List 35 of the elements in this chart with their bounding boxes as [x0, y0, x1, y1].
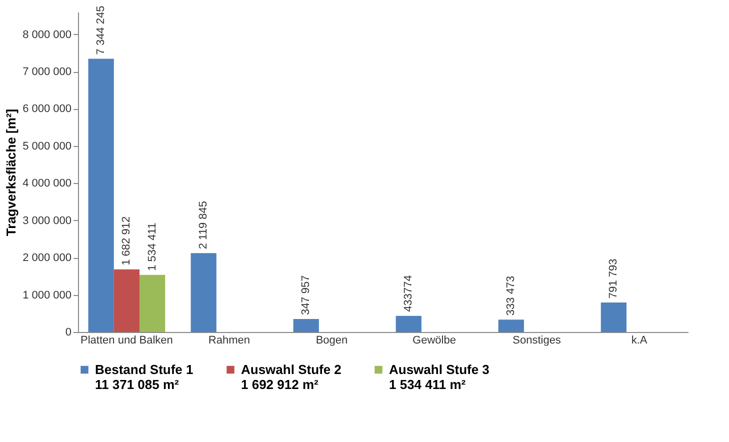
data-label: 791 793: [608, 258, 620, 299]
data-label: 1 534 411: [146, 222, 158, 271]
x-tick-label: Gewölbe: [412, 334, 456, 346]
y-axis-title: Tragverksfläche [m²]: [4, 108, 19, 236]
legend-label: Auswahl Stufe 2 1 692 912 m²: [241, 362, 342, 392]
bar: [293, 319, 319, 332]
legend-label: Auswahl Stufe 3 1 534 411 m²: [389, 362, 490, 392]
bar: [190, 253, 216, 332]
data-label: 2 119 845: [198, 200, 210, 250]
x-tick-label: k.A: [631, 334, 648, 346]
y-tick-label: 4 000 000: [22, 178, 72, 190]
bar: [140, 274, 166, 332]
y-tick-label: 6 000 000: [22, 103, 72, 116]
data-label: 433774: [402, 275, 415, 312]
y-tick-label: 7 000 000: [22, 66, 72, 78]
x-tick-label: Rahmen: [208, 334, 250, 346]
data-label: 1 682 912: [120, 216, 133, 266]
legend-label: Bestand Stufe 1 11 371 085 m²: [95, 362, 194, 392]
data-label: 7 344 245: [95, 6, 108, 55]
bar: [88, 58, 114, 332]
bar: [396, 316, 422, 332]
x-tick-label: Sonstiges: [512, 334, 562, 346]
x-tick-label: Bogen: [316, 334, 348, 346]
y-tick-label: 0: [65, 326, 72, 338]
bar: [114, 269, 140, 332]
data-label: 347 957: [300, 275, 312, 316]
y-tick-label: 1 000 000: [22, 289, 72, 302]
x-tick-label: Platten und Balken: [80, 334, 173, 346]
y-tick-label: 5 000 000: [22, 140, 72, 152]
y-tick-label: 3 000 000: [22, 214, 72, 227]
y-tick-label: 8 000 000: [22, 28, 72, 41]
data-label: 333 473: [505, 276, 518, 316]
bar: [498, 320, 524, 332]
y-tick-label: 2 000 000: [22, 252, 72, 264]
bar: [600, 302, 626, 332]
